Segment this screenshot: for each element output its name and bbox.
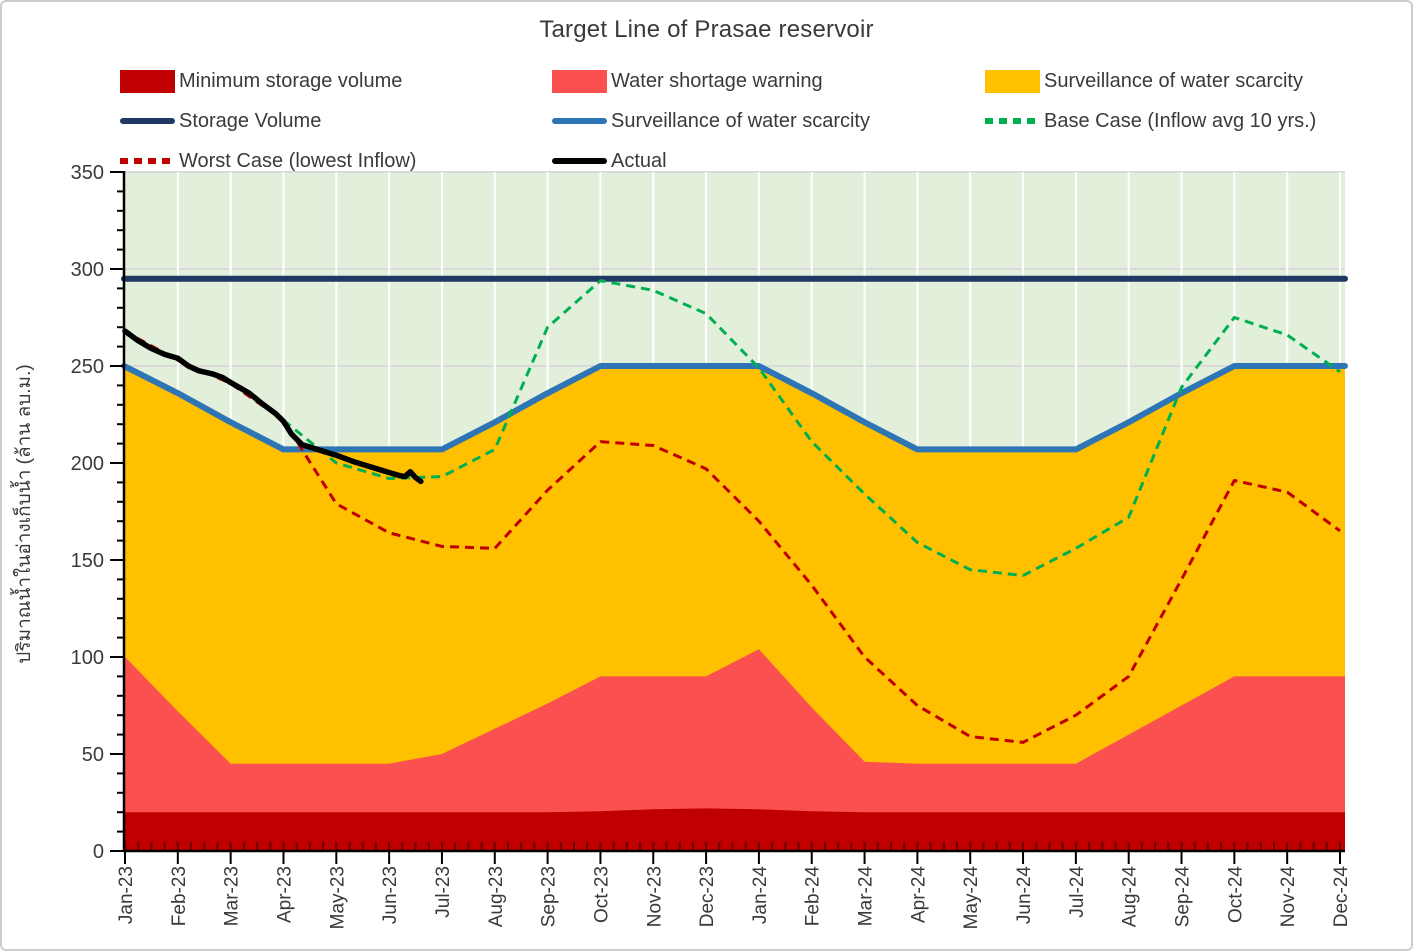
x-tick-label: Mar-24 [856, 866, 877, 927]
legend-swatch-icon [120, 69, 175, 93]
area-water-shortage-warning [124, 649, 1345, 851]
x-tick-label: Dec-23 [697, 866, 718, 927]
y-tick-label: 200 [71, 453, 104, 475]
x-tick-label: Sep-23 [539, 866, 560, 927]
x-tick-label: Oct-24 [1225, 866, 1246, 923]
y-axis-title: ปริมาณน้ำในอ่างเก็บน้ำ (ล้าน ลบ.ม.) [10, 364, 35, 663]
x-tick-label: Nov-24 [1278, 866, 1299, 928]
x-tick-label: Mar-23 [222, 866, 243, 926]
legend-swatch-icon [552, 69, 607, 93]
legend-swatch-icon [552, 118, 607, 124]
legend-label: Surveillance of water scarcity [1044, 69, 1303, 92]
legend-item-storage-volume: Storage Volume [120, 108, 321, 134]
area-minimum-storage-volume [124, 808, 1345, 851]
y-tick-label: 150 [71, 550, 104, 572]
x-tick-label: May-23 [327, 866, 348, 929]
x-minor-ticks [124, 842, 1341, 850]
x-tick-label: Jun-24 [1014, 866, 1035, 925]
legend-swatch-icon [985, 69, 1040, 93]
y-tick-label: 100 [71, 647, 104, 669]
x-tick-label: Oct-23 [591, 866, 612, 923]
x-tick-label: Aug-23 [486, 866, 507, 927]
legend-item-surveillance-of-water-scarcity: Surveillance of water scarcity [985, 68, 1303, 94]
legend-item-surveillance-of-water-scarcity: Surveillance of water scarcity [552, 108, 870, 134]
y-tick-label: 350 [71, 162, 104, 184]
legend-swatch-icon [985, 118, 1040, 124]
axes: 0 50 100 150 200 250 300 350 Jan-23 Feb-23 Mar-23 A… [71, 162, 1352, 929]
y-tick-label: 50 [82, 744, 104, 766]
legend-label: Base Case (Inflow avg 10 yrs.) [1044, 109, 1317, 132]
x-tick-label: Feb-24 [803, 866, 824, 927]
x-tick-label: Sep-24 [1173, 866, 1194, 928]
series-surveillance-of-water-scarcity [121, 363, 1348, 453]
y-tick-label: 300 [71, 259, 104, 281]
legend-item-minimum-storage-volume: Minimum storage volume [120, 68, 402, 94]
legend-item-actual: Actual [552, 148, 667, 174]
legend-label: Surveillance of water scarcity [611, 109, 870, 132]
x-tick-label: Feb-23 [169, 866, 190, 926]
x-tick-label: Apr-24 [908, 866, 929, 923]
y-tick-label: 0 [93, 841, 104, 863]
legend-item-base-case-inflow-avg-10-yrs-: Base Case (Inflow avg 10 yrs.) [985, 108, 1316, 134]
x-tick-label: May-24 [961, 866, 982, 930]
legend-label: Worst Case (lowest Inflow) [179, 149, 417, 172]
legend-item-worst-case-lowest-inflow-: Worst Case (lowest Inflow) [120, 148, 416, 174]
legend-label: Actual [611, 149, 667, 172]
x-tick-label: Dec-24 [1331, 866, 1352, 928]
series-actual [122, 328, 424, 485]
x-tick-label: Apr-23 [274, 866, 295, 923]
legend-item-water-shortage-warning: Water shortage warning [552, 68, 823, 94]
x-tick-label: Jul-23 [433, 866, 454, 918]
area-surveillance-of-water-scarcity [124, 366, 1345, 851]
chart-title: Target Line of Prasae reservoir [539, 16, 874, 43]
legend-swatch-icon [120, 158, 175, 164]
y-tick-label: 250 [71, 356, 104, 378]
x-tick-label: Jan-23 [116, 866, 137, 924]
legend-label: Water shortage warning [611, 69, 823, 92]
x-tick-label: Nov-23 [644, 866, 665, 927]
legend-swatch-icon [552, 158, 607, 164]
x-tick-label: Jan-24 [750, 866, 771, 925]
x-tick-label: Aug-24 [1120, 866, 1141, 928]
legend-label: Storage Volume [179, 109, 322, 132]
series-base-case-inflow-avg-10-yrs- [282, 279, 1341, 578]
legend-swatch-icon [120, 118, 175, 124]
x-tick-label: Jun-23 [380, 866, 401, 924]
legend-label: Minimum storage volume [179, 69, 403, 92]
x-tick-label: Jul-24 [1067, 866, 1088, 918]
